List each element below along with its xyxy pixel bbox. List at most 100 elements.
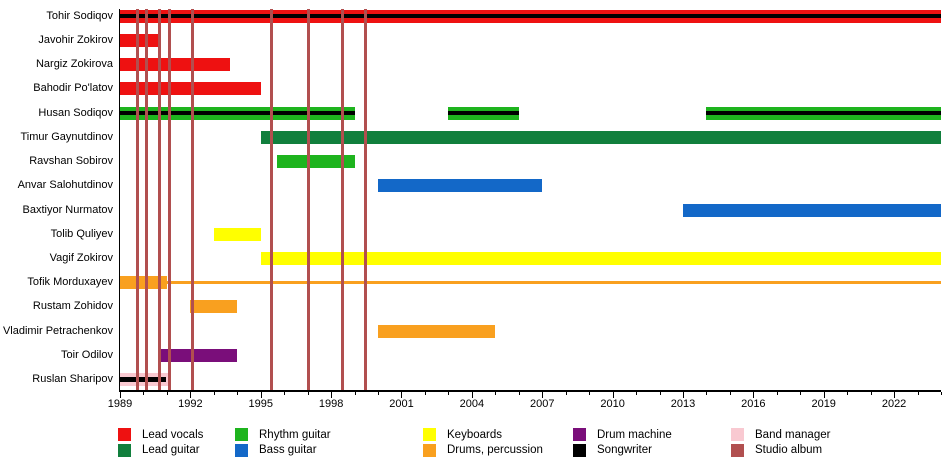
x-major-tick <box>471 391 473 398</box>
x-major-tick <box>894 391 896 398</box>
x-minor-tick <box>378 391 380 395</box>
timeline-bar-ravshan-sobirov-0 <box>277 155 355 169</box>
legend-label-drums_percussion: Drums, percussion <box>447 444 543 456</box>
timeline-bar-baxtiyor-nurmatov-0 <box>682 203 941 217</box>
x-minor-tick <box>354 391 356 395</box>
timeline-bar-vagif-zokirov-0 <box>260 252 941 265</box>
x-tick-label: 2013 <box>670 398 696 410</box>
member-label: Toir Odilov <box>61 348 113 361</box>
x-minor-tick <box>237 391 239 395</box>
x-minor-tick <box>636 391 638 395</box>
studio-album-line-5 <box>269 9 273 390</box>
studio-album-line-2 <box>158 9 162 390</box>
x-major-tick <box>401 391 403 398</box>
songwriter-stripe <box>120 110 355 116</box>
x-major-tick <box>190 391 192 398</box>
member-label: Timur Gaynutdinov <box>20 130 113 143</box>
member-label: Vagif Zokirov <box>49 252 113 264</box>
legend-swatch-band_manager <box>731 428 744 441</box>
timeline-bar-husan-sodiqov-0 <box>120 106 355 120</box>
x-tick-label: 2010 <box>600 398 625 410</box>
x-major-tick <box>120 391 121 398</box>
x-tick-label: 2004 <box>459 398 485 410</box>
timeline-bar-toir-odilov-0 <box>157 348 238 362</box>
member-label: Baxtiyor Nurmatov <box>22 203 113 216</box>
x-minor-tick <box>729 391 731 395</box>
timeline-bar-bahodir-po-latov-0 <box>120 82 261 96</box>
x-minor-tick <box>941 391 942 395</box>
legend-label-songwriter: Songwriter <box>597 444 652 456</box>
studio-album-line-6 <box>307 9 311 390</box>
legend-swatch-drum_machine <box>573 428 586 441</box>
x-major-tick <box>260 391 262 398</box>
songwriter-stripe <box>120 377 166 382</box>
songwriter-stripe <box>120 13 941 19</box>
x-axis-spine <box>118 390 941 392</box>
legend-swatch-studio_album <box>731 443 744 457</box>
legend-swatch-songwriter <box>573 443 586 457</box>
x-minor-tick <box>424 391 426 395</box>
x-minor-tick <box>659 391 661 395</box>
timeline-bar-tolib-quliyev-0 <box>213 227 261 241</box>
legend-swatch-bass_guitar <box>235 443 248 457</box>
timeline-bar-javohir-zokirov-0 <box>120 33 160 47</box>
legend-label-rhythm_guitar: Rhythm guitar <box>259 428 331 441</box>
legend-swatch-rhythm_guitar <box>235 428 248 441</box>
member-label: Vladimir Petrachenkov <box>2 324 113 337</box>
legend-swatch-drums_percussion <box>423 443 436 457</box>
x-minor-tick <box>518 391 520 395</box>
legend-label-keyboards: Keyboards <box>447 428 502 441</box>
x-major-tick <box>753 391 755 398</box>
x-tick-label: 2022 <box>881 398 907 410</box>
timeline-bar-tohir-sodiqov-0 <box>120 9 941 23</box>
x-minor-tick <box>213 391 215 395</box>
member-label: Ravshan Sobirov <box>29 155 113 168</box>
legend-label-studio_album: Studio album <box>755 444 823 456</box>
studio-album-line-4 <box>191 9 195 390</box>
member-label: Husan Sodiqov <box>38 106 113 119</box>
member-label: Tofik Morduxayev <box>27 276 113 289</box>
x-tick-label: 1998 <box>318 398 344 410</box>
x-minor-tick <box>800 391 802 395</box>
member-label: Anvar Salohutdinov <box>17 179 113 192</box>
x-minor-tick <box>166 391 168 395</box>
member-label: Rustam Zohidov <box>32 300 113 313</box>
x-major-tick <box>612 391 614 398</box>
x-tick-label: 2007 <box>529 398 555 410</box>
legend-label-band_manager: Band manager <box>755 428 831 441</box>
timeline-bar-anvar-salohutdinov-0 <box>378 179 543 193</box>
legend-swatch-keyboards <box>423 428 436 441</box>
studio-album-line-7 <box>341 9 345 390</box>
x-tick-label: 2001 <box>389 398 414 410</box>
x-tick-label: 1995 <box>248 398 273 410</box>
x-minor-tick <box>307 391 309 395</box>
x-minor-tick <box>284 391 286 395</box>
legend-label-bass_guitar: Bass guitar <box>259 444 317 456</box>
x-minor-tick <box>847 391 849 395</box>
x-minor-tick <box>495 391 497 395</box>
x-minor-tick <box>870 391 872 395</box>
x-tick-label: 2019 <box>811 398 836 410</box>
legend-label-lead_guitar: Lead guitar <box>142 444 200 456</box>
studio-album-line-1 <box>145 9 149 390</box>
legend-swatch-lead_guitar <box>118 443 131 457</box>
x-minor-tick <box>589 391 591 395</box>
songwriter-stripe <box>706 110 941 116</box>
x-tick-label: 1989 <box>107 398 133 410</box>
x-major-tick <box>542 391 544 398</box>
timeline-bar-vladimir-petrachenkov-0 <box>378 324 496 338</box>
member-label: Ruslan Sharipov <box>32 373 113 386</box>
timeline-bar-husan-sodiqov-1 <box>448 106 519 120</box>
studio-album-line-0 <box>136 9 140 390</box>
studio-album-line-3 <box>167 9 171 390</box>
timeline-bar-husan-sodiqov-2 <box>706 106 941 120</box>
x-tick-label: 2016 <box>741 398 766 410</box>
timeline-bar-rustam-zohidov-0 <box>190 300 238 314</box>
x-tick-label: 1992 <box>178 398 203 410</box>
member-label: Tolib Quliyev <box>50 227 113 240</box>
songwriter-stripe <box>448 110 519 116</box>
x-minor-tick <box>706 391 708 395</box>
member-label: Bahodir Po'latov <box>33 82 113 95</box>
member-label: Javohir Zokirov <box>38 33 113 46</box>
x-minor-tick <box>776 391 778 395</box>
